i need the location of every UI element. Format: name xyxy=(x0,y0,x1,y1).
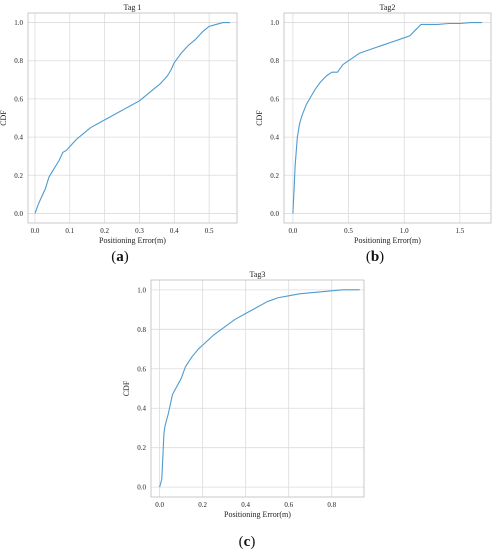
chart-panel-a: 0.0 0.1 0.2 0.3 0.4 0.5 0.0 0.2 0.4 0.6 0.8 1.0 Tag … xyxy=(0,3,238,265)
x-tick-label: 0.4 xyxy=(170,227,179,235)
y-tick-label: 0.8 xyxy=(14,57,23,65)
caption-letter: c xyxy=(244,534,251,550)
y-tick-label: 0.6 xyxy=(270,95,279,103)
chart-title: Tag2 xyxy=(380,3,396,12)
x-tick-label: 0.2 xyxy=(198,501,207,509)
cdf-series-line xyxy=(292,21,483,214)
y-tick-label: 0.0 xyxy=(270,210,279,218)
y-axis-label: CDF xyxy=(255,110,264,126)
y-tick-label: 0.4 xyxy=(270,134,279,142)
caption-open-paren: ( xyxy=(239,534,244,550)
y-tick-label: 0.2 xyxy=(14,172,23,180)
y-tick-label: 0.8 xyxy=(137,326,146,334)
caption-close-paren: ) xyxy=(124,249,129,265)
x-axis-label: Positioning Error(m) xyxy=(354,236,421,245)
x-tick-label: 0.5 xyxy=(205,227,214,235)
x-tick-label: 0.2 xyxy=(100,227,109,235)
plot-area xyxy=(284,13,491,223)
y-tick-label: 1.0 xyxy=(137,286,146,294)
plot-area xyxy=(28,13,237,223)
y-tick-label: 0.2 xyxy=(137,444,146,452)
cdf-series-line xyxy=(34,21,231,214)
y-tick-label: 0.6 xyxy=(14,95,23,103)
chart-panel-c: 0.0 0.2 0.4 0.6 0.8 0.0 0.2 0.4 0.6 0.8 1.0 Tag3 Pos… xyxy=(122,270,365,550)
y-tick-label: 0.4 xyxy=(14,134,23,142)
x-tick-label: 0.0 xyxy=(289,227,298,235)
y-tick-label: 0.8 xyxy=(270,57,279,65)
x-tick-label: 0.8 xyxy=(327,501,336,509)
caption-letter: a xyxy=(116,249,124,265)
x-tick-label: 1.0 xyxy=(400,227,409,235)
x-tick-label: 0.0 xyxy=(155,501,164,509)
y-tick-label: 0.4 xyxy=(137,405,146,413)
caption-letter: b xyxy=(371,249,379,265)
caption-close-paren: ) xyxy=(250,534,255,550)
caption-open-paren: ( xyxy=(366,249,371,265)
y-tick-label: 0.2 xyxy=(270,172,279,180)
chart-panel-b: 0.0 0.5 1.0 1.5 0.0 0.2 0.4 0.6 0.8 1.0 Tag2 Positi… xyxy=(255,3,492,265)
x-tick-label: 0.5 xyxy=(344,227,353,235)
plot-area xyxy=(151,280,364,497)
panel-caption: (a) xyxy=(111,249,129,265)
y-axis-label: CDF xyxy=(0,110,8,126)
x-tick-label: 0.3 xyxy=(135,227,144,235)
panel-caption: (b) xyxy=(366,249,384,265)
chart-title: Tag3 xyxy=(250,270,266,279)
y-tick-label: 0.0 xyxy=(14,210,23,218)
plot-frame xyxy=(27,12,238,224)
chart-title: Tag 1 xyxy=(124,3,142,12)
y-tick-label: 1.0 xyxy=(270,19,279,27)
caption-close-paren: ) xyxy=(379,249,384,265)
panel-caption: (c) xyxy=(239,534,256,550)
y-axis-label: CDF xyxy=(122,380,131,396)
x-tick-label: 0.6 xyxy=(284,501,293,509)
caption-open-paren: ( xyxy=(111,249,116,265)
y-tick-label: 1.0 xyxy=(14,19,23,27)
y-tick-label: 0.6 xyxy=(137,365,146,373)
x-axis-label: Positioning Error(m) xyxy=(99,236,166,245)
x-axis-label: Positioning Error(m) xyxy=(224,510,291,519)
y-tick-label: 0.0 xyxy=(137,484,146,492)
cdf-series-line xyxy=(159,289,360,488)
plot-frame xyxy=(283,12,492,224)
x-tick-label: 0.4 xyxy=(241,501,250,509)
x-tick-label: 1.5 xyxy=(455,227,464,235)
x-tick-label: 0.1 xyxy=(65,227,74,235)
plot-frame xyxy=(150,279,365,498)
x-tick-label: 0.0 xyxy=(31,227,40,235)
